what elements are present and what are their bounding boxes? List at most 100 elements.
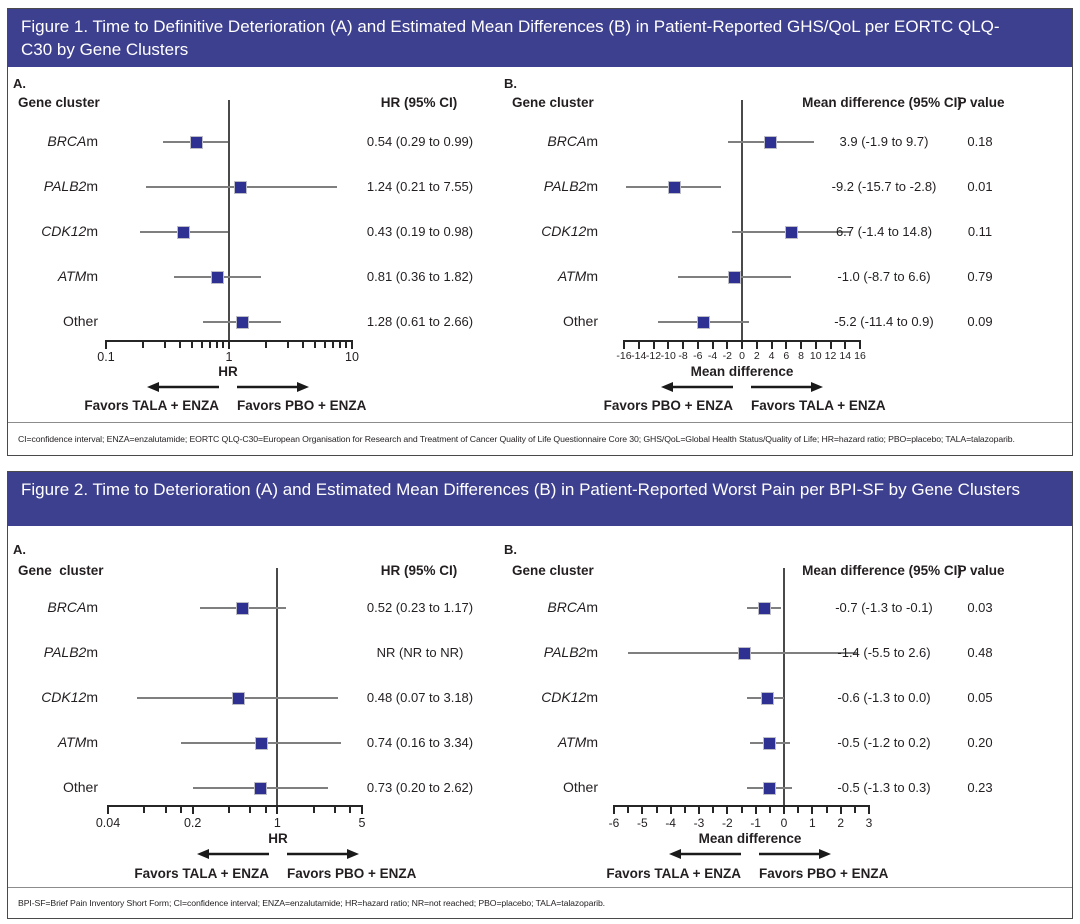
- column-header-estimate: Mean difference (95% CI): [802, 95, 962, 110]
- p-value-text: 0.23: [967, 780, 993, 795]
- x-axis-minor-tick: [179, 807, 182, 813]
- x-axis-minor-tick: [323, 342, 326, 348]
- estimate-text: -9.2 (-15.7 to -2.8): [831, 179, 937, 194]
- x-axis-minor-tick: [740, 807, 743, 813]
- x-axis-tick-label: -6: [608, 816, 620, 830]
- forest-marker: [764, 135, 778, 149]
- x-axis-tick-label: -6: [693, 350, 703, 362]
- x-axis-tick-label: -1: [750, 816, 761, 830]
- x-axis-tick: [711, 342, 714, 349]
- x-axis-tick: [726, 807, 729, 814]
- gene-label: CDK12m: [503, 223, 598, 239]
- favors-left-arrow: [669, 849, 741, 859]
- estimate-text: 0.54 (0.29 to 0.99): [366, 134, 474, 149]
- gene-label-suffix: m: [86, 178, 98, 194]
- favors-right-arrow: [287, 849, 359, 859]
- x-axis-title: HR: [218, 364, 238, 379]
- gene-label: CDK12m: [3, 223, 98, 239]
- column-header-gene-cluster: Gene cluster: [18, 563, 104, 578]
- estimate-text: -0.6 (-1.3 to 0.0): [837, 690, 931, 705]
- x-axis-tick: [868, 807, 870, 814]
- favors-right-label: Favors PBO + ENZA: [237, 398, 367, 413]
- reference-line: [741, 100, 743, 342]
- gene-label-symbol: BRCA: [547, 599, 587, 615]
- x-axis-minor-tick: [683, 807, 686, 813]
- gene-label-symbol: CDK12: [41, 689, 87, 705]
- gene-label: BRCAm: [3, 599, 98, 615]
- gene-label-suffix: m: [586, 268, 598, 284]
- x-axis-tick-label: 1: [225, 350, 233, 364]
- forest-marker: [254, 736, 268, 750]
- column-header-pvalue: P value: [957, 563, 1005, 578]
- gene-label-symbol: BRCA: [47, 599, 87, 615]
- forest-marker: [728, 270, 742, 284]
- figure-1-title: Figure 1. Time to Definitive Deteriorati…: [21, 17, 1000, 59]
- gene-label: PALB2m: [503, 178, 598, 194]
- gene-label: ATMm: [503, 734, 598, 750]
- panel-label: A.: [13, 76, 26, 91]
- figure-2-footnote-bar: BPI-SF=Brief Pain Inventory Short Form; …: [8, 887, 1072, 918]
- x-axis-tick: [669, 807, 672, 814]
- x-axis-title: Mean difference: [690, 364, 794, 379]
- x-axis-minor-tick: [853, 807, 856, 813]
- x-axis-minor-tick: [264, 807, 267, 813]
- gene-label-symbol: ATM: [557, 734, 587, 750]
- x-axis-tick-label: -4: [665, 816, 676, 830]
- estimate-text: 1.28 (0.61 to 2.66): [366, 314, 474, 329]
- x-axis-title: Mean difference: [698, 831, 802, 846]
- gene-label: Other: [3, 313, 98, 329]
- estimate-text: 0.48 (0.07 to 3.18): [366, 690, 474, 705]
- gene-label-suffix: m: [586, 178, 598, 194]
- x-axis-minor-tick: [302, 342, 305, 348]
- x-axis-minor-tick: [142, 342, 145, 348]
- p-value-text: 0.11: [967, 224, 993, 239]
- figure-1-footnote: CI=confidence interval; ENZA=enzalutamid…: [18, 434, 1015, 444]
- gene-label-suffix: m: [586, 599, 598, 615]
- x-axis-tick: [829, 342, 832, 349]
- estimate-text: 0.74 (0.16 to 3.34): [366, 735, 474, 750]
- x-axis-minor-tick: [222, 342, 225, 348]
- x-axis-minor-tick: [216, 342, 219, 348]
- gene-label: ATMm: [3, 734, 98, 750]
- x-axis-tick: [652, 342, 655, 349]
- gene-label-symbol: ATM: [557, 268, 587, 284]
- favors-right-arrow: [751, 382, 823, 392]
- x-axis-tick: [276, 807, 279, 814]
- estimate-text: -5.2 (-11.4 to 0.9): [834, 314, 934, 329]
- gene-label-symbol: CDK12: [541, 223, 587, 239]
- x-axis-tick: [698, 807, 700, 814]
- column-header-estimate: HR (95% CI): [380, 95, 458, 110]
- favors-right-arrow: [237, 382, 309, 392]
- x-axis-tick: [107, 807, 109, 814]
- favors-left-label: Favors TALA + ENZA: [84, 398, 219, 413]
- x-axis-tick-label: -16: [616, 350, 632, 362]
- x-axis-tick: [770, 342, 773, 349]
- x-axis-tick-label: 5: [358, 816, 366, 830]
- estimate-text: 0.73 (0.20 to 2.62): [366, 780, 474, 795]
- x-axis-tick-label: 12: [824, 350, 837, 362]
- forest-marker: [177, 225, 191, 239]
- forest-marker: [757, 601, 771, 615]
- x-axis-tick: [844, 342, 847, 349]
- favors-left-arrow: [147, 382, 219, 392]
- reference-line: [228, 100, 230, 342]
- x-axis-minor-tick: [339, 342, 342, 348]
- x-axis-tick-label: 0: [780, 816, 788, 830]
- x-axis-tick: [667, 342, 670, 349]
- x-axis-tick-label: 8: [798, 350, 804, 362]
- gene-label-symbol: PALB2: [43, 644, 87, 660]
- x-axis-minor-tick: [208, 342, 211, 348]
- x-axis-tick-label: 0.1: [97, 350, 115, 364]
- x-axis-tick-label: -3: [693, 816, 705, 830]
- x-axis-minor-tick: [825, 807, 828, 813]
- forest-marker: [784, 225, 798, 239]
- gene-label-suffix: Other: [62, 313, 98, 329]
- x-axis-tick: [191, 807, 194, 814]
- figure-1-footnote-bar: CI=confidence interval; ENZA=enzalutamid…: [8, 422, 1072, 455]
- forest-marker: [236, 601, 250, 615]
- figure-2-header: Figure 2. Time to Deterioration (A) and …: [8, 472, 1072, 526]
- x-axis-tick-label: 1: [808, 816, 816, 830]
- gene-label-symbol: ATM: [57, 268, 87, 284]
